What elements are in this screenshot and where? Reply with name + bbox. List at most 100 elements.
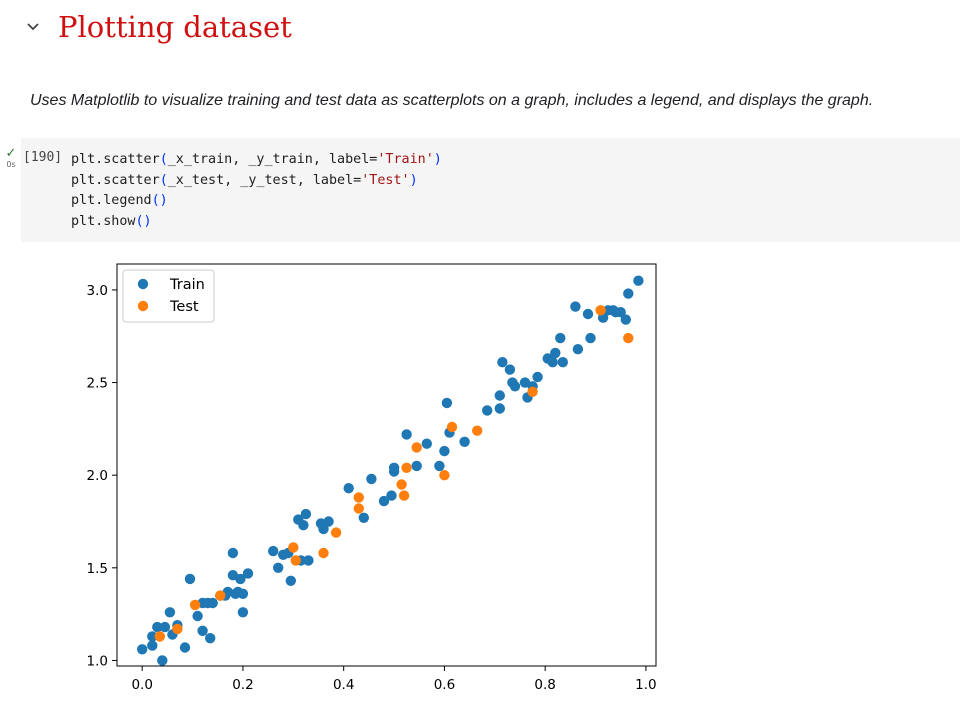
train-point [268, 545, 279, 557]
train-point [303, 555, 314, 566]
train-point [273, 562, 284, 573]
axes-frame [116, 263, 657, 667]
y-tick-label: 2.5 [87, 376, 108, 392]
test-point [472, 425, 483, 436]
train-point [401, 429, 412, 440]
train-point [421, 438, 432, 449]
train-point [620, 314, 631, 325]
train-point [504, 364, 516, 375]
train-point [411, 460, 422, 472]
train-point [227, 547, 239, 559]
x-tick-label: 0.2 [232, 677, 253, 693]
run-status[interactable]: ✓ 0s [2, 146, 20, 170]
code-cell[interactable] [21, 138, 960, 242]
test-point [189, 599, 201, 611]
train-point [205, 633, 216, 644]
code-token: 'Train' [377, 152, 434, 167]
train-point [159, 621, 171, 633]
train-point [298, 520, 309, 531]
y-tick-label: 1.5 [87, 561, 108, 577]
train-point [547, 357, 558, 368]
legend: Train Test [122, 269, 215, 323]
test-point [446, 421, 458, 433]
code-line: plt.show() [71, 212, 442, 233]
train-point [366, 473, 377, 485]
train-point [582, 308, 594, 320]
section-title: Plotting dataset [58, 10, 292, 44]
train-point [572, 344, 584, 355]
train-point [633, 275, 644, 286]
train-point [386, 490, 397, 501]
series-train [137, 275, 644, 666]
y-tick-label: 1.0 [87, 653, 108, 669]
code-editor[interactable]: plt.scatter(_x_train, _y_train, label='T… [71, 150, 442, 232]
code-token: plt.scatter [71, 152, 160, 167]
test-point [288, 542, 299, 553]
code-token: _x_train, _y_train, label= [167, 152, 378, 167]
train-point [615, 307, 626, 318]
execution-count: [190] [23, 150, 63, 165]
train-point [509, 381, 521, 392]
train-point [164, 607, 176, 618]
code-token: ( [159, 152, 168, 167]
code-token: ( [159, 172, 168, 188]
train-point [147, 640, 158, 651]
test-point [353, 492, 364, 503]
train-point [137, 644, 148, 655]
train-point [184, 573, 196, 585]
train-point [497, 357, 508, 368]
train-point [147, 631, 158, 642]
train-point [441, 397, 453, 409]
section-header: Plotting dataset [22, 8, 292, 46]
train-point [242, 568, 254, 579]
train-point [157, 655, 168, 666]
legend-label-train: Train [169, 277, 205, 293]
test-point [330, 527, 342, 538]
train-point [550, 347, 561, 359]
test-point [318, 547, 329, 559]
code-line: plt.scatter(_x_test, _y_test, label='Tes… [71, 171, 442, 192]
train-point [494, 403, 505, 414]
train-point [439, 445, 450, 457]
code-token: () [151, 193, 168, 208]
code-token: 'Test' [361, 172, 410, 188]
train-point [343, 483, 354, 494]
test-point [411, 442, 422, 453]
y-tick-label: 3.0 [87, 283, 108, 299]
train-point [557, 357, 568, 368]
train-point [434, 460, 445, 472]
train-point [318, 523, 329, 535]
check-icon: ✓ [5, 146, 17, 161]
train-point [197, 625, 208, 636]
legend-label-test: Test [169, 299, 199, 315]
train-point [358, 512, 369, 523]
scatter-plot: 0.0 0.2 0.4 0.6 0.8 1.0 1.0 1.5 2.0 2.5 3.0 Train Te… [70, 258, 670, 702]
train-point [388, 462, 400, 473]
chevron-down-icon[interactable] [22, 16, 44, 38]
test-point [398, 490, 410, 501]
code-token: plt.legend [71, 193, 152, 208]
train-point [378, 495, 390, 507]
train-point [152, 621, 163, 633]
code-line: plt.scatter(_x_train, _y_train, label='T… [71, 150, 442, 171]
x-tick-label: 0.4 [333, 677, 354, 693]
test-point [401, 462, 412, 473]
test-point [595, 305, 606, 316]
code-line: plt.legend() [71, 191, 442, 212]
train-point [300, 508, 312, 520]
code-token: () [135, 213, 152, 229]
legend-marker-train [137, 278, 149, 290]
x-tick-label: 0.6 [434, 677, 455, 693]
code-token: ) [409, 172, 418, 188]
train-point [494, 390, 505, 401]
code-token: ) [433, 152, 442, 167]
train-point [482, 405, 493, 416]
train-point [555, 332, 566, 344]
train-point [532, 371, 543, 383]
train-point [570, 301, 581, 312]
train-point [179, 642, 191, 653]
test-point [215, 590, 226, 601]
train-point [237, 588, 249, 599]
test-point [396, 479, 407, 490]
x-tick-label: 0.0 [131, 677, 152, 693]
